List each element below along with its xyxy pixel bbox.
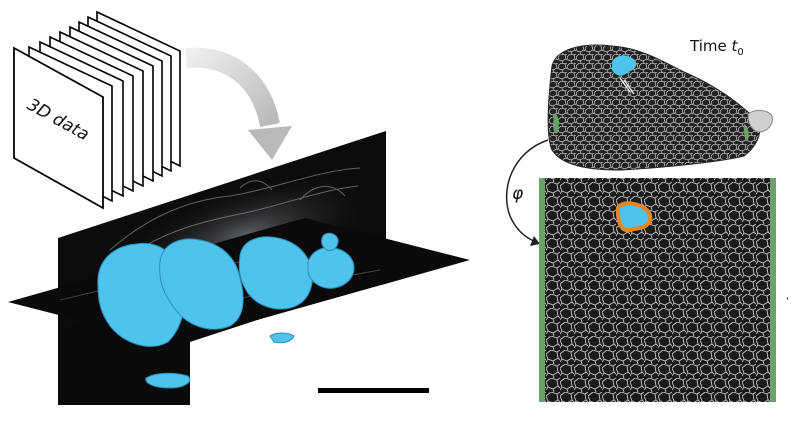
- surface-region-highlight: [612, 55, 637, 76]
- segmentation-blobs: [97, 232, 355, 389]
- tissue-surface: [547, 44, 773, 171]
- time-label: Time t0: [689, 37, 744, 58]
- map-left-boundary: [539, 178, 545, 402]
- map-right-boundary: [770, 178, 776, 402]
- volume-rendering: [8, 131, 470, 405]
- mapping-symbol: φ: [512, 184, 524, 204]
- data-stack: 3D data: [13, 10, 181, 210]
- stack-to-volume-arrow: [185, 47, 292, 160]
- mapping-arrow: [505, 139, 549, 246]
- cartographic-projection: [539, 178, 776, 402]
- front-data-sheet: [13, 46, 104, 210]
- edge-mark: ': [786, 296, 789, 307]
- scale-bar: [318, 388, 429, 393]
- map-region-outline: [615, 201, 653, 233]
